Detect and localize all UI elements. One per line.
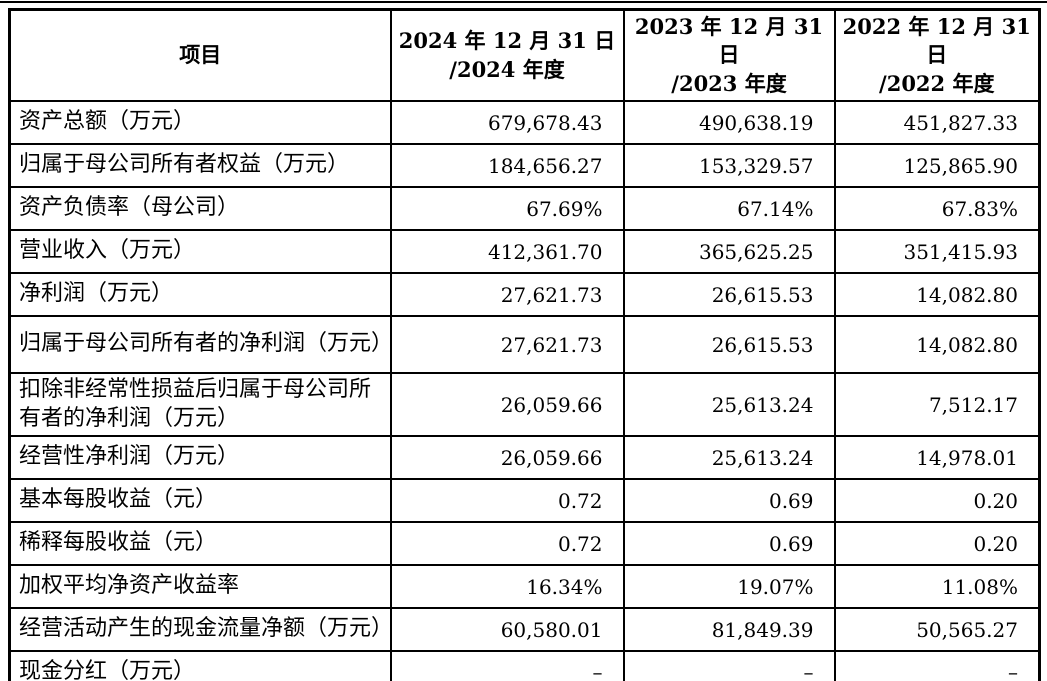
row-label: 资产总额（万元） [8, 100, 392, 146]
row-label: 现金分红（万元） [8, 650, 392, 681]
cell-2024: 16.34% [389, 564, 625, 610]
cell-2022: 67.83% [833, 186, 1041, 232]
cell-2022: 451,827.33 [833, 100, 1041, 146]
cell-2024: 679,678.43 [389, 100, 625, 146]
cell-2024: 26,059.66 [389, 435, 625, 481]
table-row-total-assets: 资产总额（万元） 679,678.43 490,638.19 451,827.3… [8, 100, 1041, 146]
table-row-parent-equity: 归属于母公司所有者权益（万元） 184,656.27 153,329.57 12… [8, 143, 1041, 189]
cell-2023: 19.07% [622, 564, 836, 610]
row-label: 净利润（万元） [8, 272, 392, 318]
table-row-diluted-eps: 稀释每股收益（元） 0.72 0.69 0.20 [8, 521, 1041, 567]
cell-2024: 184,656.27 [389, 143, 625, 189]
header-period-2022: 2022 年 12 月 31 日 /2022 年度 [833, 8, 1041, 103]
cell-2024: 0.72 [389, 521, 625, 567]
row-label: 归属于母公司所有者的净利润（万元） [8, 315, 392, 375]
header-period-2023: 2023 年 12 月 31 日 /2023 年度 [622, 8, 836, 103]
row-label: 归属于母公司所有者权益（万元） [8, 143, 392, 189]
cell-2022: 50,565.27 [833, 607, 1041, 653]
table-row-operating-net-profit: 经营性净利润（万元） 26,059.66 25,613.24 14,978.01 [8, 435, 1041, 481]
cell-2023: 153,329.57 [622, 143, 836, 189]
table-row-cash-dividend: 现金分红（万元） – – – [8, 650, 1041, 681]
header-period-2024: 2024 年 12 月 31 日 /2024 年度 [389, 8, 625, 103]
cell-2022: 125,865.90 [833, 143, 1041, 189]
cell-2023: 25,613.24 [622, 372, 836, 438]
cell-2023: 25,613.24 [622, 435, 836, 481]
row-label: 资产负债率（母公司） [8, 186, 392, 232]
table-row-basic-eps: 基本每股收益（元） 0.72 0.69 0.20 [8, 478, 1041, 524]
cell-2023: 26,615.53 [622, 272, 836, 318]
row-label: 经营性净利润（万元） [8, 435, 392, 481]
row-label: 扣除非经常性损益后归属于母公司所有者的净利润（万元） [8, 372, 392, 438]
table-row-operating-revenue: 营业收入（万元） 412,361.70 365,625.25 351,415.9… [8, 229, 1041, 275]
row-label: 稀释每股收益（元） [8, 521, 392, 567]
cell-2023: 81,849.39 [622, 607, 836, 653]
cell-2022: 14,082.80 [833, 272, 1041, 318]
header-period-2023-date: 2023 年 12 月 31 日 [634, 14, 824, 68]
header-period-2024-year: /2024 年度 [449, 56, 565, 82]
cell-2024: 0.72 [389, 478, 625, 524]
header-item-label: 项目 [179, 42, 222, 68]
cell-2023: 26,615.53 [622, 315, 836, 375]
cell-2022: – [833, 650, 1041, 681]
table-row-operating-cash-flow: 经营活动产生的现金流量净额（万元） 60,580.01 81,849.39 50… [8, 607, 1041, 653]
table-row-parent-net-profit: 归属于母公司所有者的净利润（万元） 27,621.73 26,615.53 14… [8, 315, 1041, 375]
cell-2022: 0.20 [833, 478, 1041, 524]
cell-2022: 0.20 [833, 521, 1041, 567]
header-period-2023-year: /2023 年度 [671, 70, 787, 96]
cell-2023: 365,625.25 [622, 229, 836, 275]
header-item: 项目 [8, 8, 392, 103]
table-row-deducted-net-profit: 扣除非经常性损益后归属于母公司所有者的净利润（万元） 26,059.66 25,… [8, 372, 1041, 438]
cell-2024: 60,580.01 [389, 607, 625, 653]
cell-2024: 412,361.70 [389, 229, 625, 275]
row-label: 加权平均净资产收益率 [8, 564, 392, 610]
cell-2022: 11.08% [833, 564, 1041, 610]
cell-2022: 7,512.17 [833, 372, 1041, 438]
row-label: 营业收入（万元） [8, 229, 392, 275]
cell-2023: 0.69 [622, 478, 836, 524]
header-period-2022-date: 2022 年 12 月 31 日 [842, 14, 1031, 68]
table-row-debt-ratio: 资产负债率（母公司） 67.69% 67.14% 67.83% [8, 186, 1041, 232]
cell-2023: 490,638.19 [622, 100, 836, 146]
table-header-row: 项目 2024 年 12 月 31 日 /2024 年度 2023 年 12 月… [8, 8, 1041, 103]
financial-summary-table: 项目 2024 年 12 月 31 日 /2024 年度 2023 年 12 月… [8, 8, 1041, 681]
cell-2024: 67.69% [389, 186, 625, 232]
cell-2023: 0.69 [622, 521, 836, 567]
cell-2022: 14,978.01 [833, 435, 1041, 481]
cell-2024: 27,621.73 [389, 315, 625, 375]
top-rule [0, 1, 1047, 3]
row-label: 经营活动产生的现金流量净额（万元） [8, 607, 392, 653]
cell-2023: – [622, 650, 836, 681]
table-row-net-profit: 净利润（万元） 27,621.73 26,615.53 14,082.80 [8, 272, 1041, 318]
cell-2024: 26,059.66 [389, 372, 625, 438]
header-period-2022-year: /2022 年度 [879, 70, 995, 96]
cell-2024: 27,621.73 [389, 272, 625, 318]
cell-2023: 67.14% [622, 186, 836, 232]
row-label: 基本每股收益（元） [8, 478, 392, 524]
cell-2022: 351,415.93 [833, 229, 1041, 275]
table-row-weighted-roe: 加权平均净资产收益率 16.34% 19.07% 11.08% [8, 564, 1041, 610]
header-period-2024-date: 2024 年 12 月 31 日 [398, 28, 616, 54]
cell-2022: 14,082.80 [833, 315, 1041, 375]
cell-2024: – [389, 650, 625, 681]
